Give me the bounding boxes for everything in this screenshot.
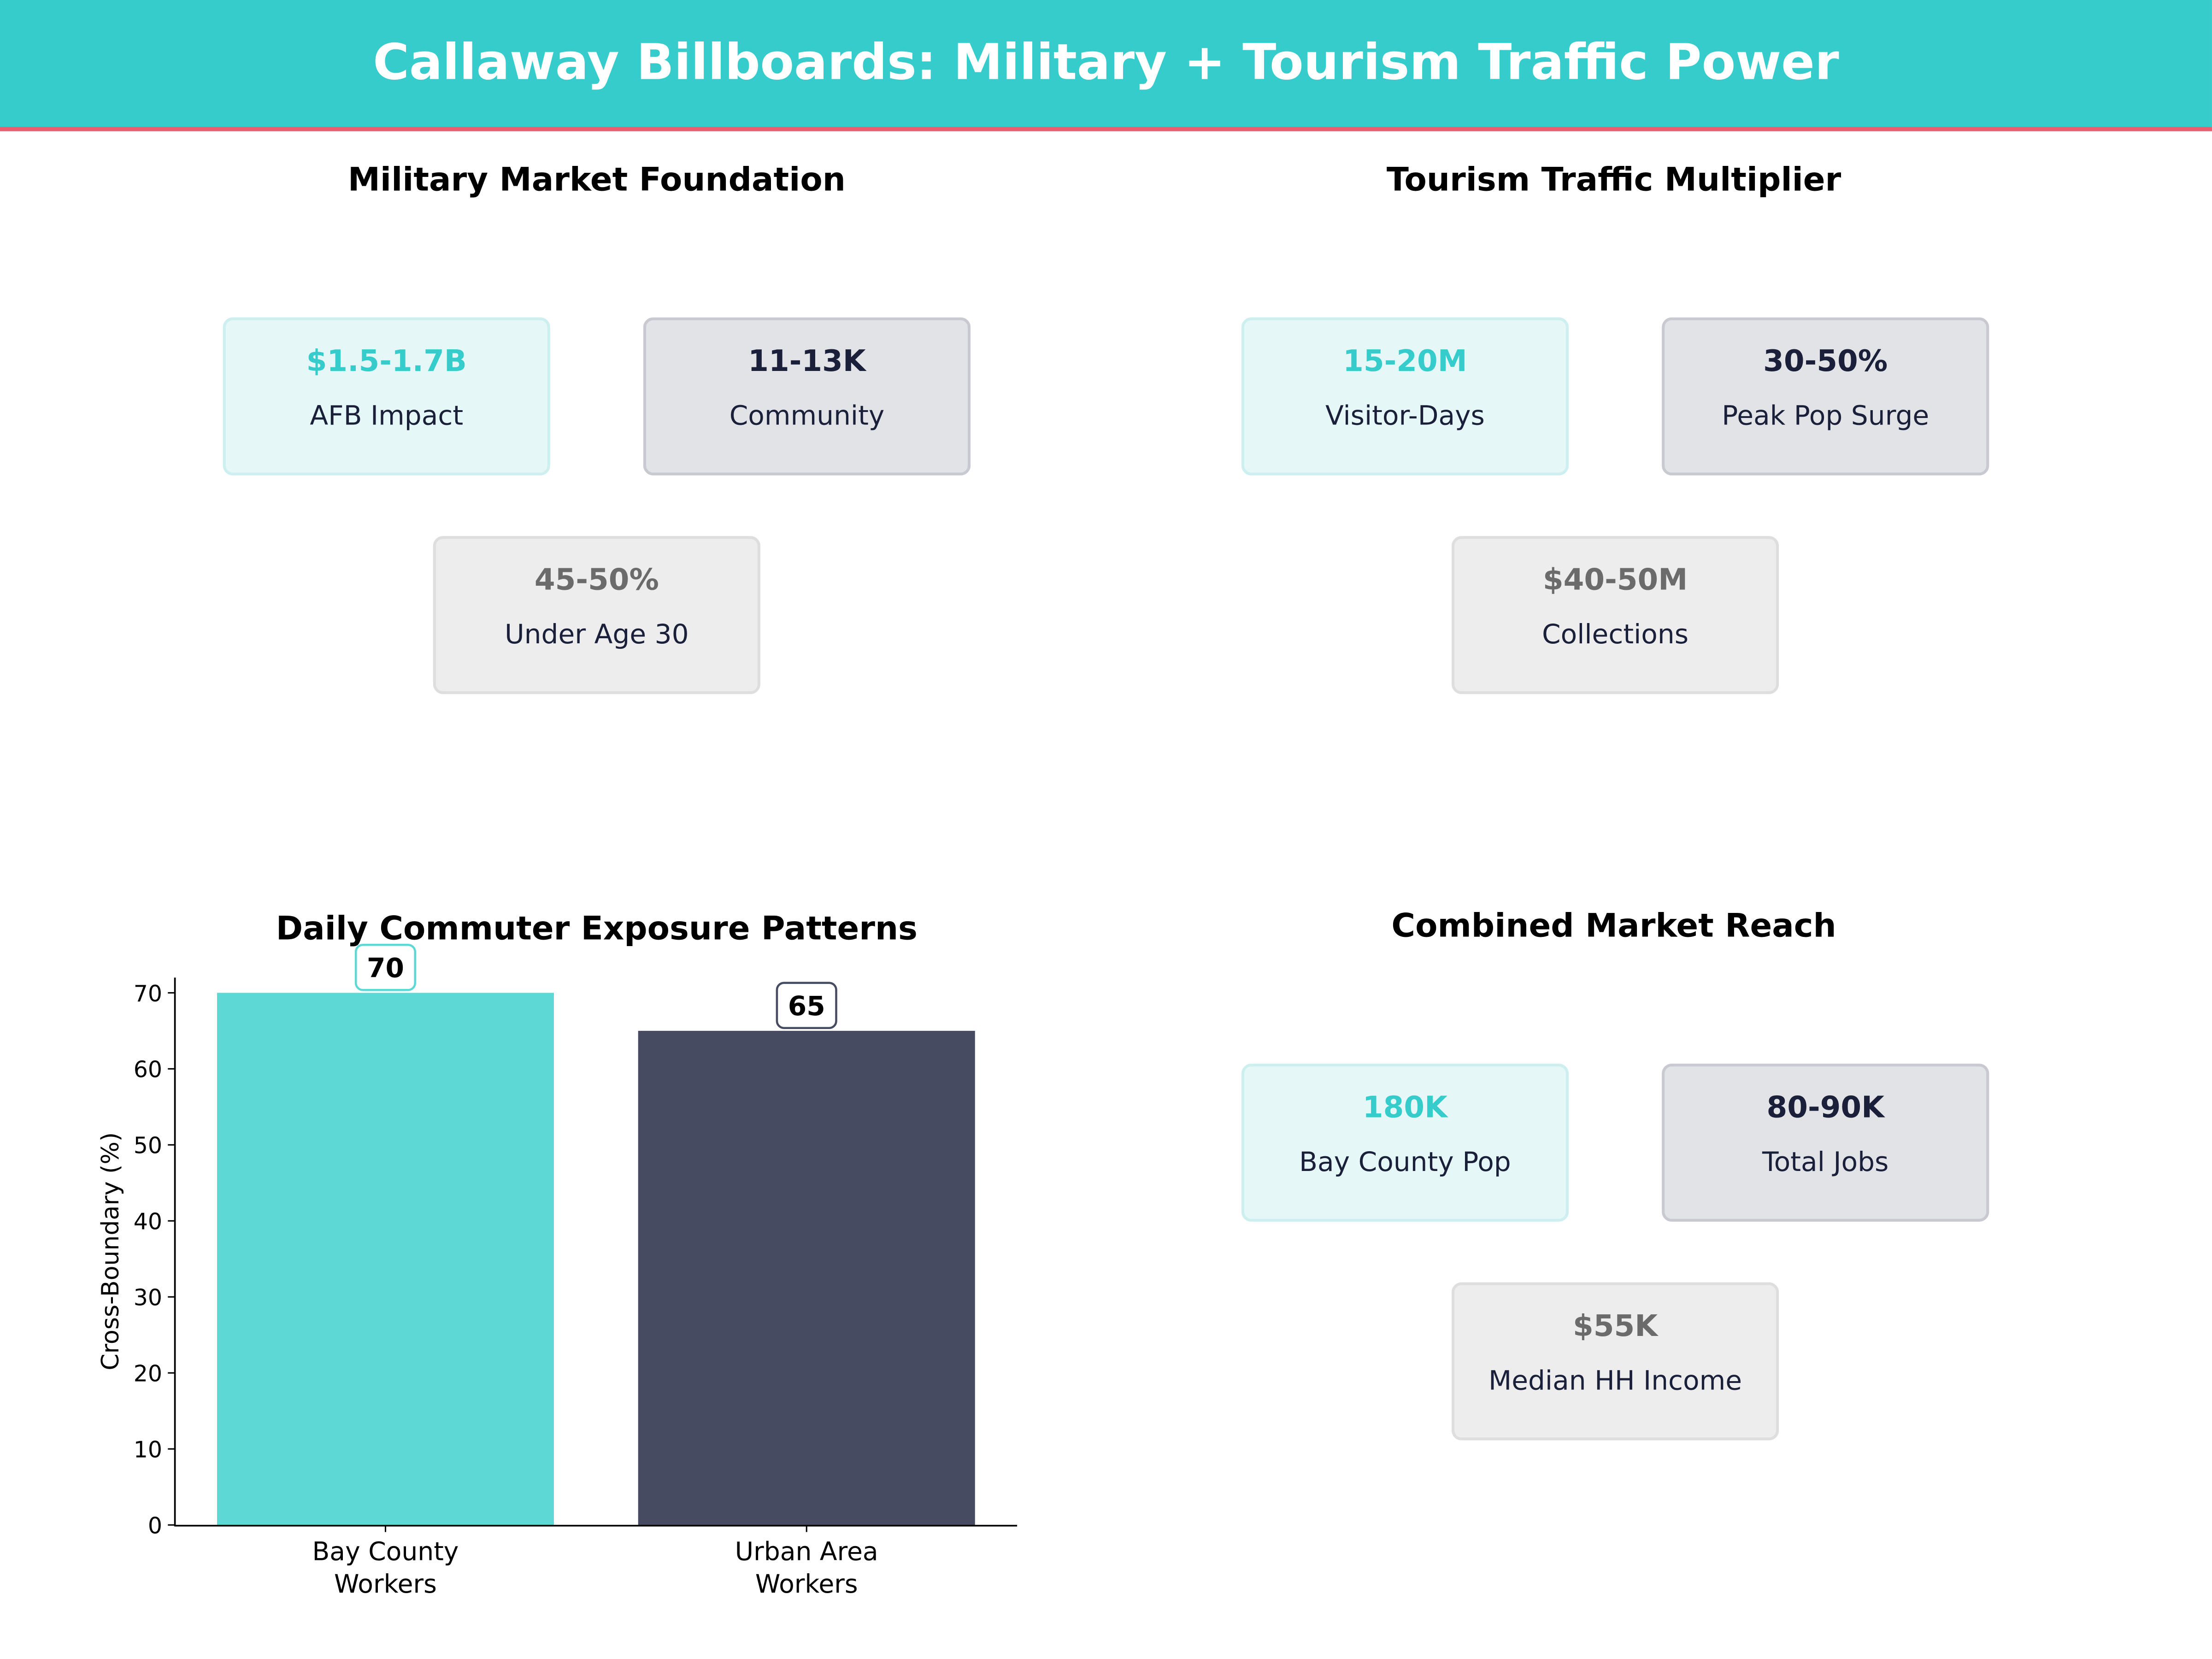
stat-value: 11-13K	[748, 344, 866, 378]
stat-card-bay-county-pop: 180K Bay County Pop	[1241, 1064, 1569, 1222]
y-axis-label: Cross-Boundary (%)	[97, 1132, 124, 1371]
chart-title: Daily Commuter Exposure Patterns	[276, 910, 918, 947]
data-label-box	[776, 982, 837, 1030]
stat-label: Median HH Income	[1488, 1365, 1742, 1397]
x-tick-label: Bay County	[312, 1537, 459, 1566]
bar	[217, 993, 554, 1525]
x-tick-label: Workers	[755, 1569, 858, 1599]
data-label-box	[354, 944, 417, 991]
stat-value: 80-90K	[1766, 1090, 1884, 1124]
stat-value: $40-50M	[1542, 563, 1688, 597]
commuter-bar-chart: Daily Commuter Exposure Patterns Cross-B…	[97, 910, 1018, 1599]
stat-value: 15-20M	[1343, 344, 1467, 378]
stat-label: Collections	[1542, 619, 1689, 651]
stat-card-median-income: $55K Median HH Income	[1451, 1282, 1779, 1441]
y-tick-label: 60	[134, 1057, 162, 1083]
stat-value: 30-50%	[1763, 344, 1888, 378]
stat-card-visitor-days: 15-20M Visitor-Days	[1241, 317, 1569, 476]
y-tick-label: 70	[134, 981, 162, 1007]
data-label: 70	[367, 953, 404, 984]
combined-panel-title: Combined Market Reach	[1391, 908, 1836, 946]
stat-value: 180K	[1362, 1090, 1447, 1124]
stat-value: $1.5-1.7B	[306, 344, 467, 378]
stat-label: Bay County Pop	[1299, 1147, 1511, 1178]
stat-label: Visitor-Days	[1325, 400, 1485, 432]
stat-value: $55K	[1573, 1309, 1658, 1343]
y-tick-label: 10	[134, 1437, 162, 1463]
military-panel-title: Military Market Foundation	[347, 162, 846, 199]
stat-card-collections: $40-50M Collections	[1451, 536, 1779, 694]
y-tick-label: 0	[148, 1513, 162, 1539]
stat-card-under-30: 45-50% Under Age 30	[433, 536, 760, 694]
stat-label: AFB Impact	[310, 400, 464, 432]
stat-card-community: 11-13K Community	[643, 317, 971, 476]
x-tick-label: Urban Area	[735, 1537, 878, 1566]
tourism-panel-title: Tourism Traffic Multiplier	[1386, 162, 1841, 199]
stat-card-total-jobs: 80-90K Total Jobs	[1662, 1064, 1989, 1222]
stat-label: Total Jobs	[1762, 1147, 1889, 1178]
y-tick-label: 40	[134, 1209, 162, 1235]
y-tick-label: 30	[134, 1285, 162, 1311]
y-tick-label: 20	[134, 1361, 162, 1387]
stat-card-peak-pop: 30-50% Peak Pop Surge	[1662, 317, 1989, 476]
page-title: Callaway Billboards: Military + Tourism …	[373, 35, 1839, 92]
stat-card-afb-impact: $1.5-1.7B AFB Impact	[223, 317, 550, 476]
x-tick-label: Workers	[334, 1569, 437, 1599]
stat-label: Community	[729, 400, 885, 432]
y-tick-label: 50	[134, 1133, 162, 1159]
header-banner: Callaway Billboards: Military + Tourism …	[0, 0, 2212, 131]
stat-label: Peak Pop Surge	[1722, 400, 1930, 432]
stat-label: Under Age 30	[505, 619, 689, 651]
stat-value: 45-50%	[534, 563, 659, 597]
bar	[638, 1030, 975, 1525]
data-label: 65	[788, 990, 825, 1022]
